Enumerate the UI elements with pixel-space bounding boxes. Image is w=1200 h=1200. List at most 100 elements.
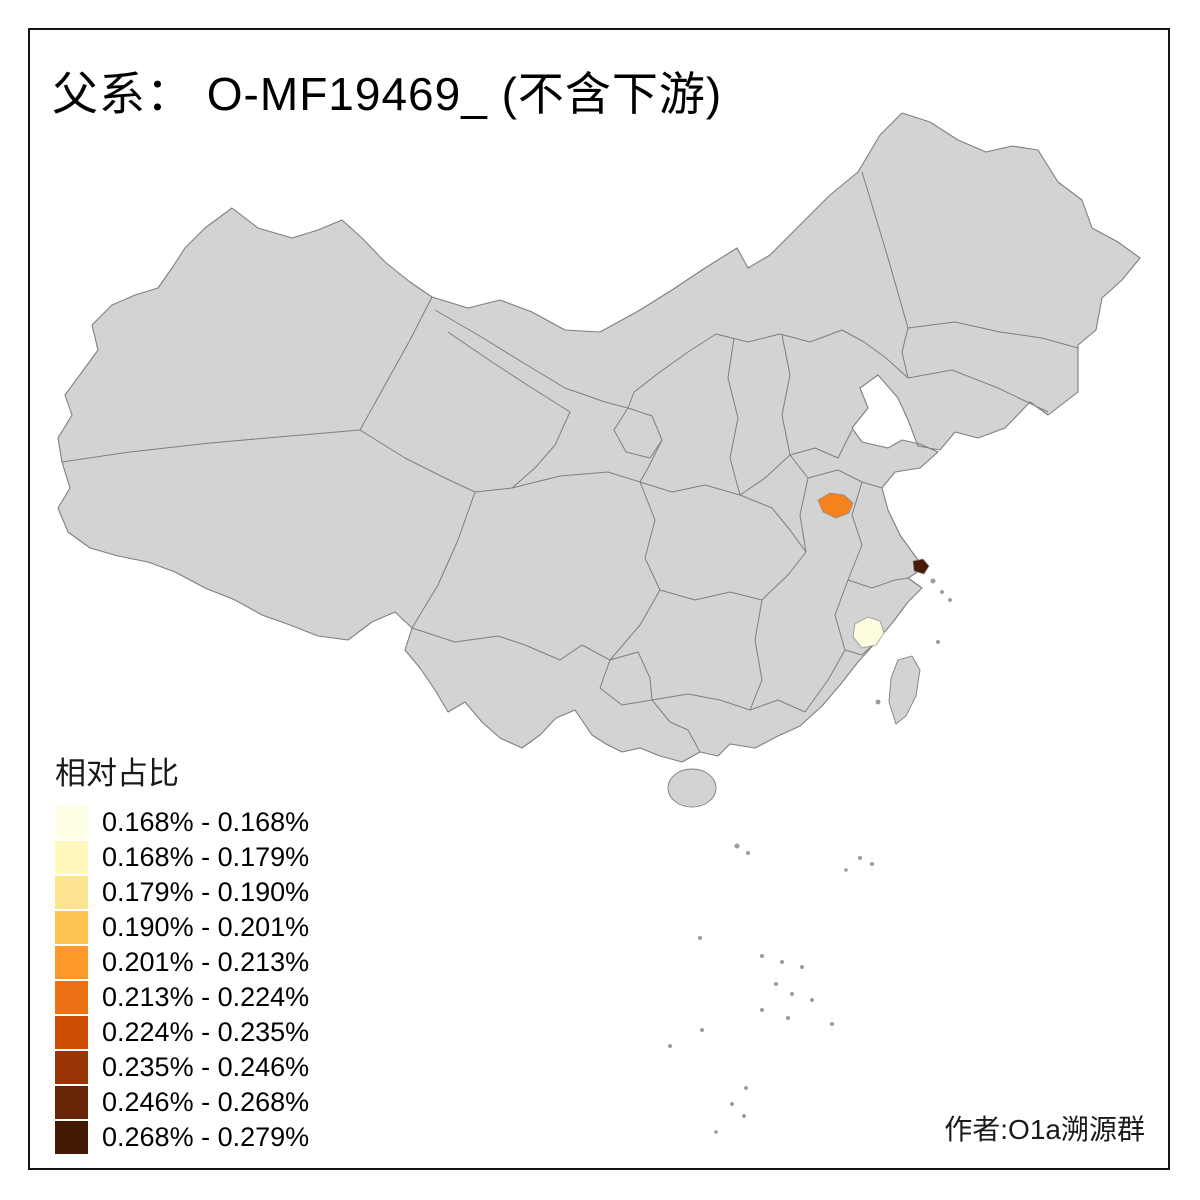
legend-label: 0.201% - 0.213% xyxy=(102,946,310,977)
islet-dot xyxy=(948,598,952,602)
highlighted-regions xyxy=(817,492,930,649)
province-border xyxy=(727,337,741,496)
province-border xyxy=(639,481,741,496)
province-border xyxy=(841,329,909,379)
province-border xyxy=(799,477,809,553)
legend-label: 0.190% - 0.201% xyxy=(102,911,310,942)
china-mainland xyxy=(57,112,1141,763)
legend-label: 0.179% - 0.190% xyxy=(102,876,310,907)
province-border xyxy=(804,679,829,713)
province-border xyxy=(524,644,611,661)
province-border xyxy=(749,699,806,713)
islet-dot xyxy=(810,998,814,1002)
legend-label: 0.224% - 0.235% xyxy=(102,1016,310,1047)
province-border xyxy=(761,551,807,601)
islet-dot xyxy=(930,578,936,584)
islet-dot xyxy=(668,1044,672,1048)
province-border xyxy=(474,487,513,493)
legend-label: 0.168% - 0.179% xyxy=(102,841,310,872)
province-border xyxy=(907,369,1049,413)
islet-dot xyxy=(774,982,778,986)
islands xyxy=(667,578,952,1134)
province-border xyxy=(599,659,653,706)
province-border xyxy=(659,589,763,601)
islet-dot xyxy=(790,992,794,996)
province-border xyxy=(613,407,663,459)
islet-dot xyxy=(746,851,750,855)
province-border xyxy=(651,693,751,711)
legend-swatch xyxy=(55,980,88,1014)
legend-swatch xyxy=(55,1015,88,1049)
islet-dot xyxy=(786,1016,790,1020)
legend-label: 0.235% - 0.246% xyxy=(102,1051,310,1082)
province-border xyxy=(749,599,763,711)
legend-label: 0.268% - 0.279% xyxy=(102,1121,310,1152)
islet-dot xyxy=(760,1008,764,1012)
islet-dot xyxy=(830,1022,834,1026)
islet-dot xyxy=(875,699,881,705)
province-border xyxy=(609,651,653,701)
legend-rows: 0.168% - 0.168% 0.168% - 0.179% 0.179% - 0… xyxy=(55,805,309,1154)
province-border xyxy=(789,454,809,479)
islet-dot xyxy=(744,1086,748,1090)
author-credit: 作者:O1a溯源群 xyxy=(944,1114,1145,1145)
legend-label: 0.246% - 0.268% xyxy=(102,1086,310,1117)
province-border xyxy=(627,329,843,409)
legend-swatch xyxy=(55,840,88,874)
legend-swatch xyxy=(55,875,88,909)
province-border xyxy=(789,429,853,459)
legend-row: 0.179% - 0.190% xyxy=(55,875,309,909)
province-border xyxy=(511,471,641,489)
legend-row: 0.268% - 0.279% xyxy=(55,1120,309,1154)
legend-swatch xyxy=(55,945,88,979)
legend-row: 0.224% - 0.235% xyxy=(55,1015,309,1049)
province-border xyxy=(847,481,863,581)
islet-dot xyxy=(940,590,944,594)
province-border xyxy=(739,454,791,496)
islet-dot xyxy=(730,1102,734,1106)
legend-row: 0.201% - 0.213% xyxy=(55,945,309,979)
province-border xyxy=(434,309,629,409)
legend-title: 相对占比 xyxy=(55,756,179,791)
legend-label: 0.168% - 0.168% xyxy=(102,806,310,837)
legend-row: 0.246% - 0.268% xyxy=(55,1085,309,1119)
province-border xyxy=(827,579,849,681)
province-border xyxy=(901,327,909,379)
province-border xyxy=(359,296,433,431)
islet-dot xyxy=(870,862,874,866)
province-border xyxy=(651,699,701,753)
province-border xyxy=(739,494,807,553)
province-border xyxy=(511,411,571,489)
province-border xyxy=(411,491,476,629)
islet-dot xyxy=(844,868,848,872)
province-border xyxy=(359,429,476,493)
islet-dot xyxy=(800,965,804,969)
legend-swatch xyxy=(55,910,88,944)
islet-dot xyxy=(714,1130,718,1134)
legend-row: 0.168% - 0.168% xyxy=(55,805,309,839)
hainan-island xyxy=(667,768,717,808)
region-shanghai-area xyxy=(912,558,930,575)
page-title: 父系： O-MF19469_ (不含下游) xyxy=(52,68,723,120)
province-border xyxy=(61,429,361,463)
legend-row: 0.190% - 0.201% xyxy=(55,910,309,944)
province-border xyxy=(411,627,526,646)
legend-swatch xyxy=(55,805,88,839)
province-border xyxy=(807,469,883,489)
region-north-anhui xyxy=(817,492,854,519)
province-border xyxy=(907,321,1079,349)
islet-dot xyxy=(780,960,784,964)
legend-row: 0.213% - 0.224% xyxy=(55,980,309,1014)
islet-dot xyxy=(742,1114,746,1118)
legend: 相对占比 0.168% - 0.168% 0.168% - 0.179% 0.179… xyxy=(55,748,309,1155)
legend-row: 0.235% - 0.246% xyxy=(55,1050,309,1084)
legend-swatch xyxy=(55,1085,88,1119)
islet-dot xyxy=(760,954,764,958)
province-border xyxy=(847,577,909,589)
legend-swatch xyxy=(55,1120,88,1154)
islet-dot xyxy=(698,936,702,940)
legend-swatch xyxy=(55,1050,88,1084)
province-borders xyxy=(61,171,1079,753)
legend-row: 0.168% - 0.179% xyxy=(55,840,309,874)
